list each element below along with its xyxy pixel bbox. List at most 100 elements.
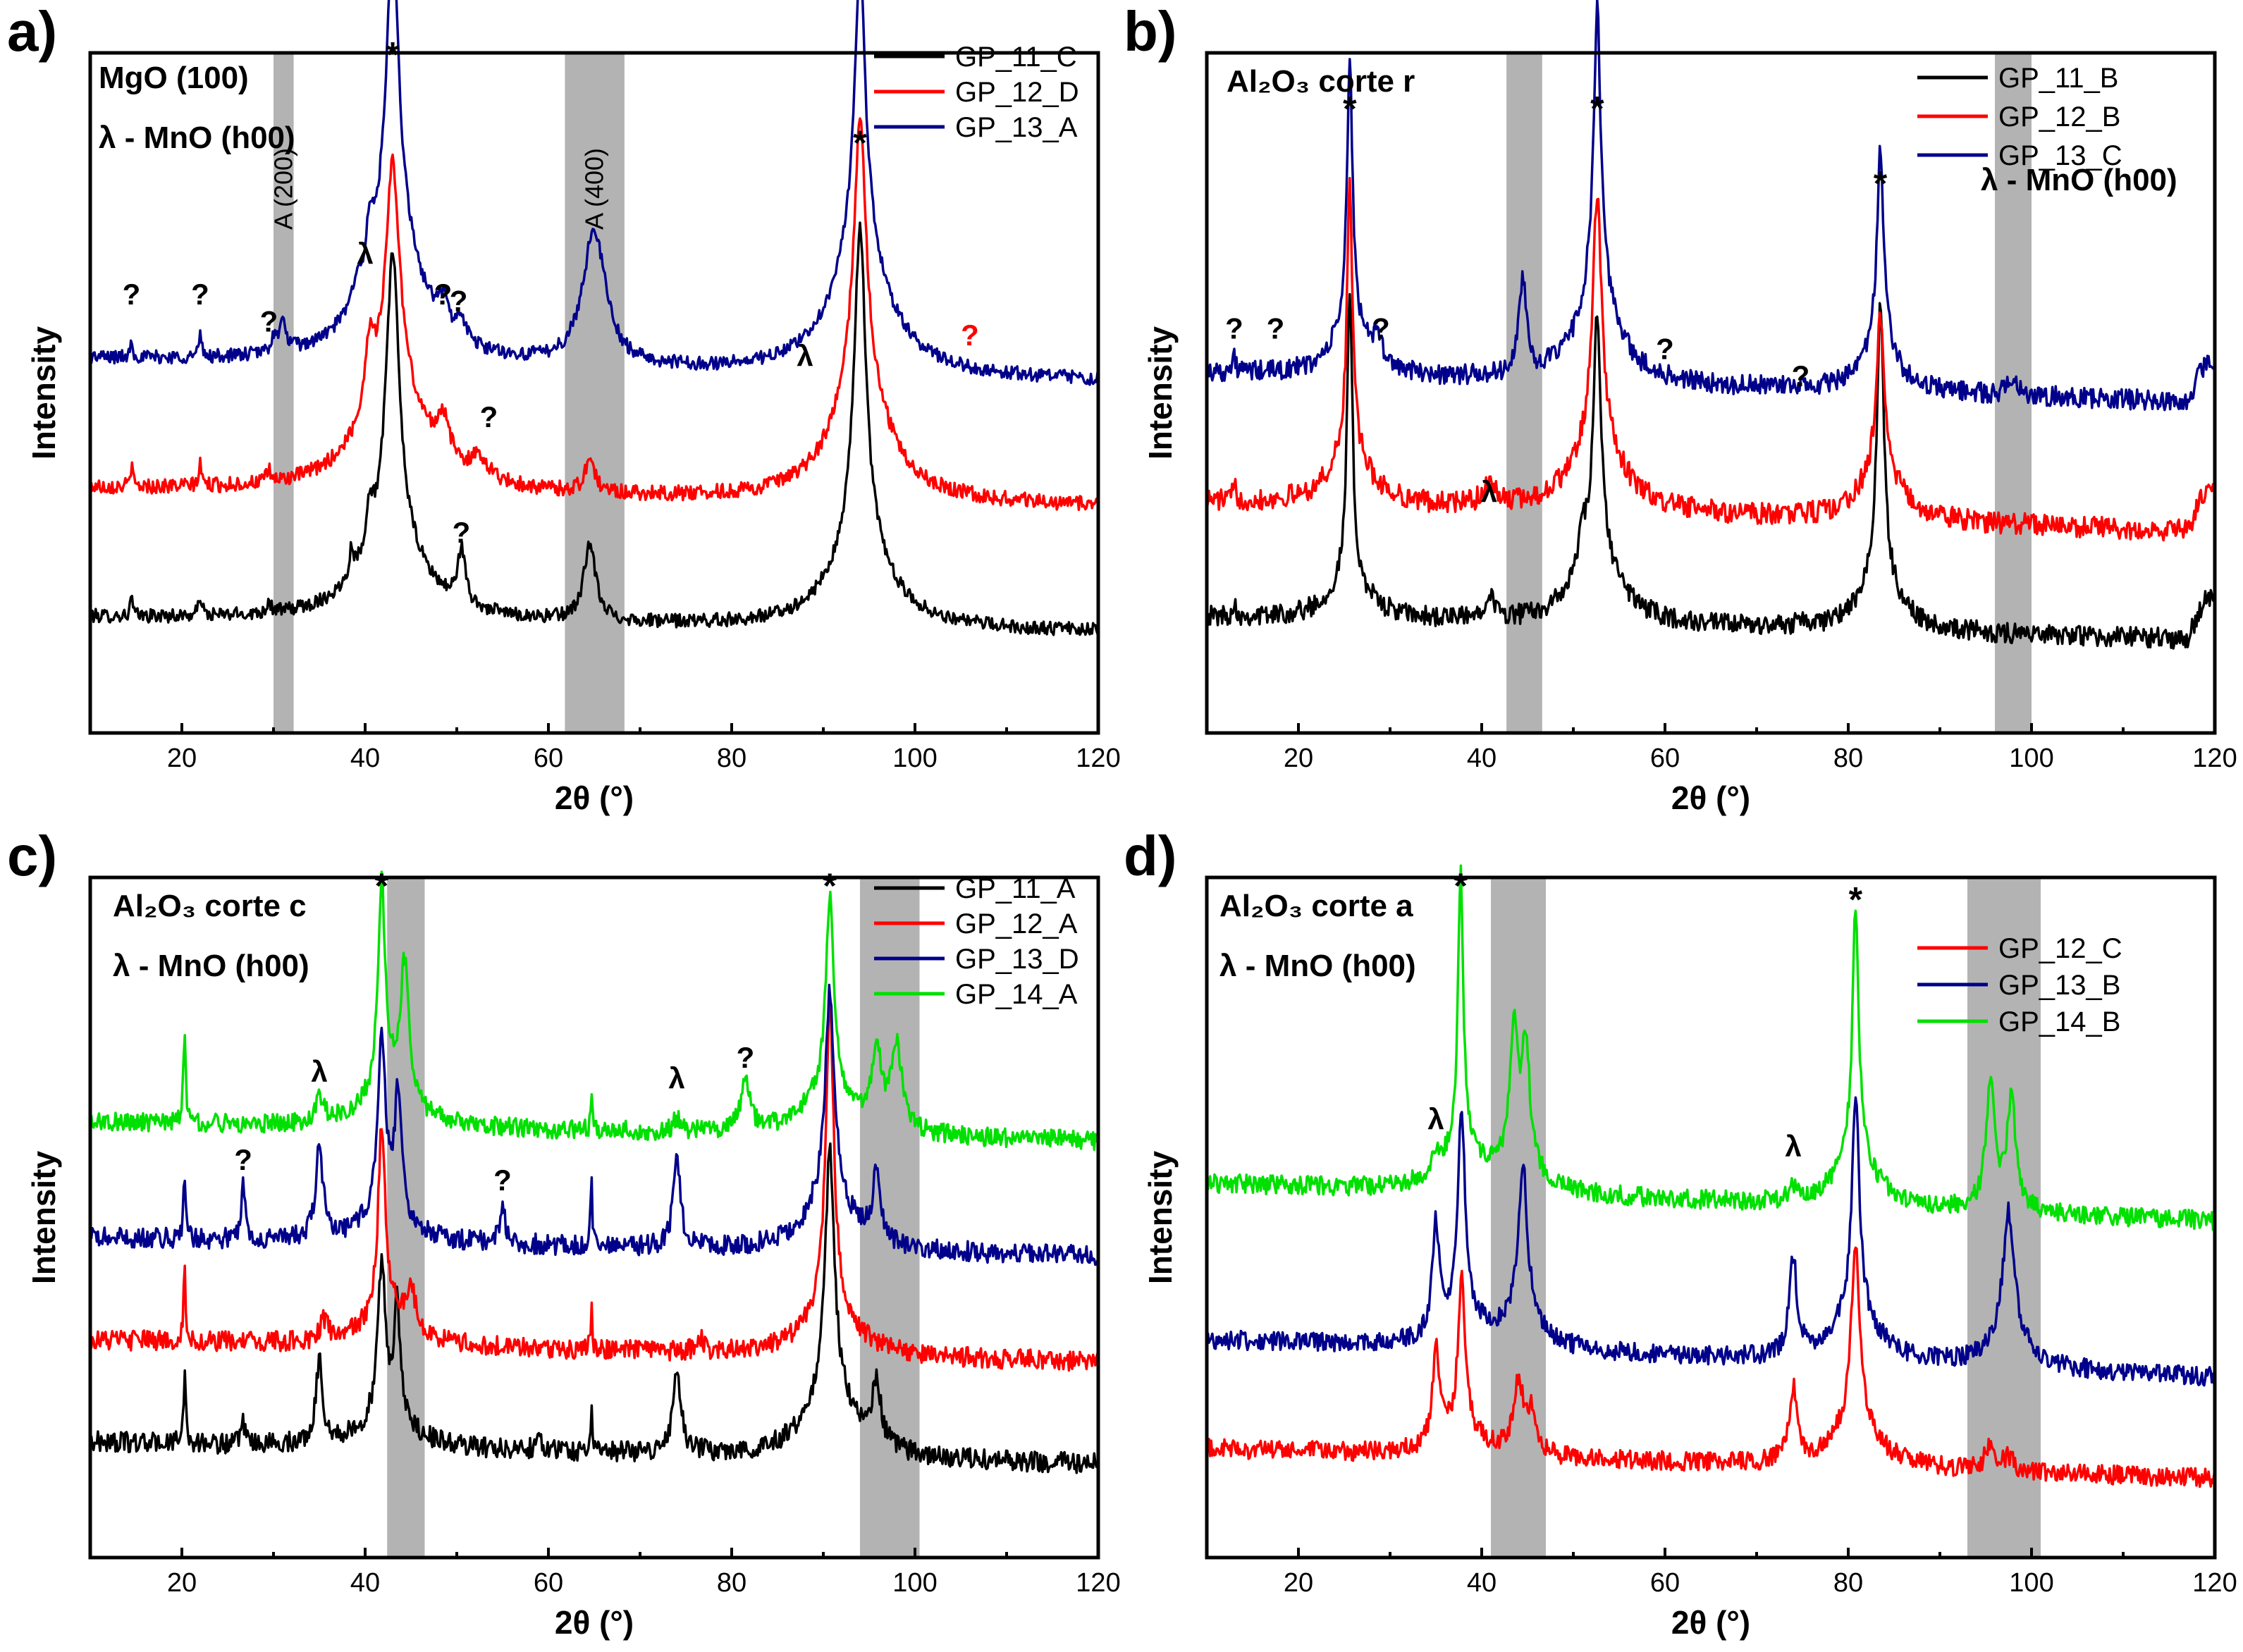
plot-frame (1205, 875, 2217, 1560)
x-axis-label: 2θ (°) (555, 1604, 634, 1641)
panel-label: b) (1124, 0, 1177, 63)
substrate-peak-marker: * (375, 866, 389, 906)
x-axis-label: 2θ (°) (1671, 779, 1750, 816)
legend-entry: GP_11_C (955, 42, 1077, 73)
x-tick-label: 20 (167, 744, 197, 773)
x-tick-label: 100 (2009, 1568, 2053, 1598)
unknown-peak-marker: ? (123, 278, 141, 311)
series-line-GP_13_B (1206, 1096, 2216, 1387)
unknown-peak-marker: ? (434, 278, 453, 311)
legend-entry: GP_13_C (1998, 140, 2122, 171)
series-line-GP_12_D (90, 117, 1099, 512)
x-tick-label: 80 (1833, 1568, 1863, 1598)
lambda-marker: λ (1427, 1102, 1444, 1135)
band-label: A (200) (269, 148, 297, 230)
x-tick-label: 120 (2192, 1568, 2237, 1598)
panel-b: 20 40 60 80 100 120 2θ (°) Intensity b) Al₂O₃ cor… (1124, 0, 2237, 816)
substrate-peak-marker: * (853, 123, 867, 163)
unknown-peak-marker: ? (260, 305, 278, 338)
phase-label: λ - MnO (h00) (99, 121, 295, 155)
unknown-peak-marker: ? (493, 1164, 512, 1197)
lambda-marker: λ (668, 1061, 684, 1095)
y-axis-label: Intensity (1142, 1151, 1179, 1285)
unknown-peak-marker: ? (961, 319, 979, 352)
series-line-GP_11_B (1206, 292, 2215, 650)
substrate-label: Al₂O₃ corte a (1219, 889, 1413, 923)
shaded-band (387, 877, 425, 1558)
shaded-band (565, 53, 625, 733)
legend-entry: GP_12_B (1998, 101, 2120, 132)
lambda-marker: λ (1481, 475, 1497, 508)
series-line-GP_14_B (1205, 864, 2216, 1231)
legend-entry: GP_13_A (955, 112, 1078, 143)
unknown-peak-marker: ? (1372, 312, 1390, 345)
shaded-band (1967, 877, 2041, 1558)
substrate-label: MgO (100) (99, 61, 249, 95)
lambda-marker: λ (357, 237, 373, 270)
x-tick-label: 40 (1467, 744, 1497, 773)
x-tick-label: 60 (1650, 744, 1680, 773)
band-label: A (400) (580, 148, 609, 230)
x-tick-label: 20 (1284, 744, 1313, 773)
x-tick-label: 40 (1467, 1568, 1497, 1598)
legend-entry: GP_12_C (1998, 933, 2122, 964)
lambda-marker: λ (311, 1055, 327, 1088)
series-line-GP_11_C (89, 221, 1099, 636)
unknown-peak-marker: ? (191, 278, 209, 311)
legend-entry: GP_12_D (955, 77, 1079, 108)
legend-entry: GP_13_B (1998, 970, 2120, 1001)
lambda-marker: λ (797, 339, 813, 372)
panel-label: c) (7, 825, 57, 887)
x-tick-label: 60 (534, 1568, 563, 1598)
y-axis-label: Intensity (25, 326, 62, 460)
x-tick-label: 100 (2009, 744, 2053, 773)
y-axis-label: Intensity (1142, 326, 1179, 460)
x-tick-label: 100 (892, 744, 937, 773)
x-tick-label: 40 (350, 1568, 380, 1598)
series-line-GP_11_A (89, 1142, 1099, 1474)
x-tick-label: 80 (717, 1568, 746, 1598)
x-tick-label: 120 (2192, 744, 2237, 773)
x-tick-label: 100 (892, 1568, 937, 1598)
substrate-peak-marker: * (1590, 90, 1604, 129)
panel-label: a) (7, 0, 57, 63)
substrate-peak-marker: * (1343, 90, 1357, 129)
x-tick-label: 20 (1284, 1568, 1313, 1598)
substrate-peak-marker: * (1849, 880, 1863, 919)
x-tick-label: 20 (167, 1568, 197, 1598)
legend-entry: GP_13_D (955, 944, 1079, 975)
legend-entry: GP_11_B (1998, 63, 2119, 94)
x-tick-label: 60 (534, 744, 563, 773)
substrate-peak-marker: * (1454, 866, 1468, 906)
series-line-GP_14_A (89, 870, 1099, 1151)
shaded-band (274, 53, 294, 733)
x-axis-label: 2θ (°) (555, 779, 634, 816)
x-tick-label: 120 (1076, 744, 1120, 773)
panel-label: d) (1124, 825, 1177, 887)
series-line-GP_12_A (89, 993, 1099, 1372)
plot-frame (88, 51, 1100, 735)
legend-entry: GP_11_A (955, 873, 1076, 904)
x-axis-label: 2θ (°) (1671, 1604, 1750, 1641)
unknown-peak-marker: ? (1225, 312, 1243, 345)
legend-entry: GP_14_A (955, 979, 1078, 1010)
x-tick-label: 40 (350, 744, 380, 773)
x-tick-label: 80 (1833, 744, 1863, 773)
substrate-peak-marker: * (1874, 164, 1888, 204)
plot-frame (88, 875, 1100, 1560)
unknown-peak-marker: ? (737, 1041, 755, 1074)
series-line-GP_13_C (1205, 0, 2215, 412)
substrate-label: Al₂O₃ corte r (1227, 64, 1415, 99)
legend-entry: GP_12_A (955, 908, 1078, 939)
x-tick-label: 80 (717, 744, 746, 773)
series-line-GP_13_D (90, 983, 1099, 1266)
series-line-GP_12_B (1205, 177, 2215, 542)
phase-label: λ - MnO (h00) (1219, 949, 1416, 983)
substrate-label: Al₂O₃ corte c (113, 889, 307, 923)
unknown-peak-marker: ? (1267, 312, 1285, 345)
panel-c: 20 40 60 80 100 120 2θ (°) Intensity c) Al₂O₃ cor… (7, 825, 1121, 1641)
panel-d: 20 40 60 80 100 120 2θ (°) Intensity d) Al₂O₃ cor… (1124, 825, 2237, 1641)
y-axis-label: Intensity (25, 1151, 62, 1285)
legend-entry: GP_14_B (1998, 1006, 2120, 1037)
